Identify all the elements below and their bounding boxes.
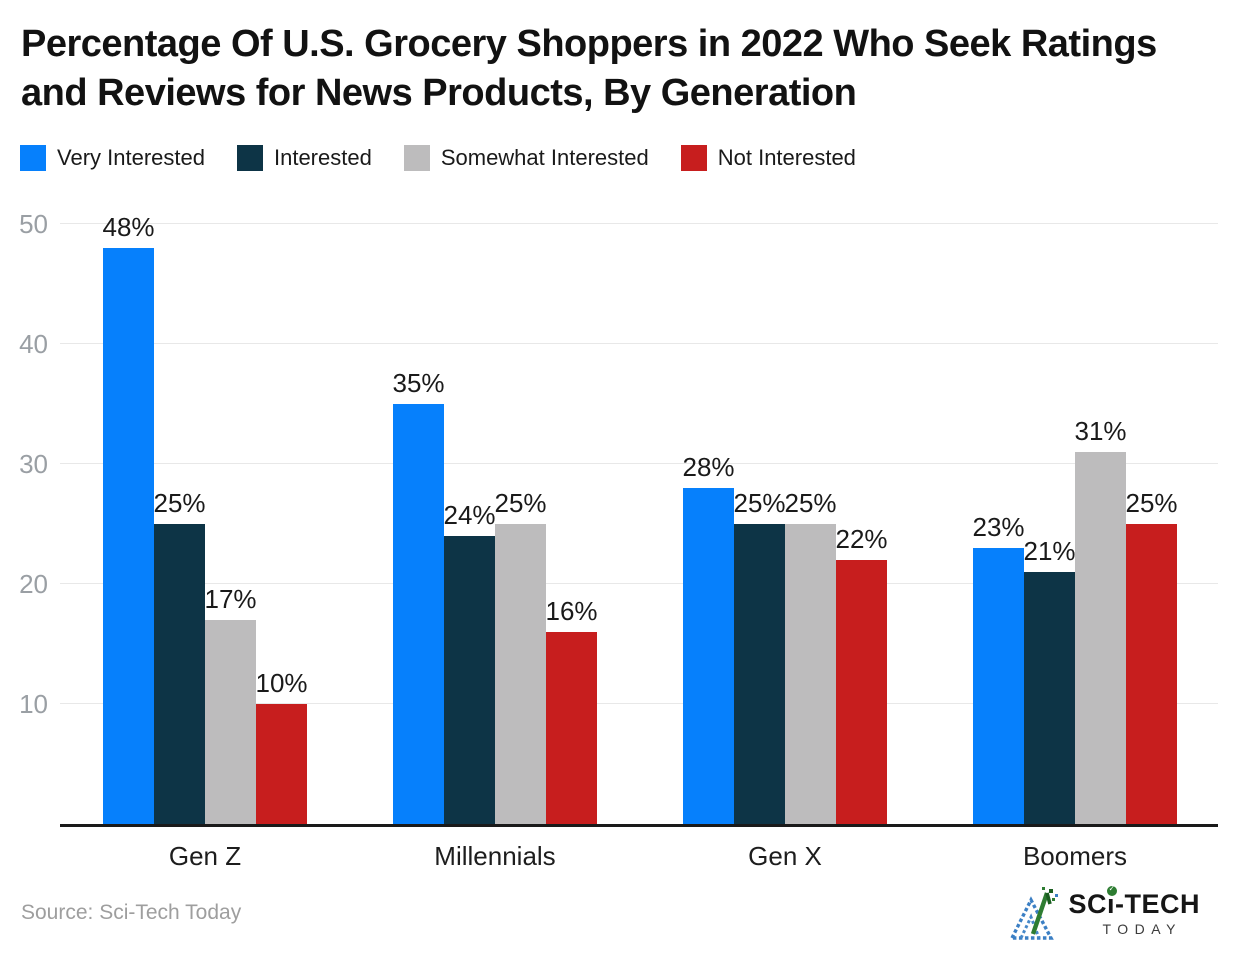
bar-value-label: 28%: [682, 451, 735, 482]
bar-column: 31%: [1074, 415, 1127, 824]
legend-label: Somewhat Interested: [440, 144, 649, 170]
gridline: [60, 582, 1218, 584]
bar-value-label: 25%: [494, 487, 547, 518]
legend-item-somewhat-interested: Somewhat Interested: [403, 144, 649, 171]
legend-label: Not Interested: [717, 144, 856, 170]
bar-value-label: 48%: [102, 211, 155, 242]
bar-value-label: 35%: [392, 367, 445, 398]
bar-value-label: 25%: [733, 487, 786, 518]
bar-column: 48%: [102, 211, 155, 824]
legend-swatch: [680, 144, 707, 171]
legend-swatch: [236, 144, 263, 171]
bar-groups: 48% 25% 17% 10% 35% 24% 25% 16% 28% 25% 25% 22% 23% 2…: [60, 212, 1218, 824]
footer: Source: Sci-Tech Today SCı-TECH TODAY: [21, 884, 1200, 942]
bar-column: 35%: [392, 367, 445, 824]
plot-area: 10 20 30 40 50 48% 25% 17% 10% 35% 24% 25% 16% 28% 25%…: [19, 207, 1218, 827]
gridline: [60, 462, 1218, 464]
bar-interested: [734, 523, 785, 824]
bar-column: 23%: [972, 511, 1025, 824]
bar-column: 28%: [682, 451, 735, 824]
bar-interested: [154, 523, 205, 824]
y-tick-label: 10: [19, 688, 48, 719]
bar-column: 25%: [1125, 487, 1178, 824]
bar-very-interested: [973, 547, 1024, 824]
bar-column: 25%: [494, 487, 547, 824]
bar-column: 21%: [1023, 535, 1076, 824]
page-title: Percentage Of U.S. Grocery Shoppers in 2…: [21, 23, 1157, 115]
x-axis-labels: Gen Z Millennials Gen X Boomers: [60, 841, 1218, 872]
bar-value-label: 23%: [972, 511, 1025, 542]
mountain-logo-icon: [1009, 887, 1059, 940]
legend-label: Very Interested: [57, 144, 205, 170]
bar-interested: [444, 535, 495, 824]
bar-value-label: 31%: [1074, 415, 1127, 446]
bar-value-label: 25%: [784, 487, 837, 518]
bar-column: 25%: [784, 487, 837, 824]
bar-very-interested: [103, 247, 154, 824]
chart-legend: Very Interested Interested Somewhat Intere…: [20, 144, 1240, 171]
bar-somewhat-interested: [1075, 451, 1126, 824]
source-attribution: Source: Sci-Tech Today: [21, 901, 242, 924]
bar-not-interested: [256, 703, 307, 824]
bar-column: 10%: [255, 667, 308, 824]
bar-value-label: 10%: [255, 667, 308, 698]
bar-value-label: 24%: [443, 499, 496, 530]
bar-not-interested: [546, 631, 597, 824]
bar-not-interested: [836, 559, 887, 824]
logo-check-dot: [1106, 885, 1117, 896]
bar-group-millennials: 35% 24% 25% 16%: [392, 367, 598, 824]
category-label: Boomers: [1022, 840, 1128, 871]
legend-item-interested: Interested: [236, 144, 372, 171]
gridline: [60, 222, 1218, 224]
y-tick-label: 40: [19, 328, 48, 359]
gridline: [60, 342, 1218, 344]
logo-text: SCı-TECH TODAY: [1068, 885, 1200, 937]
bar-somewhat-interested: [205, 619, 256, 824]
bar-column: 25%: [153, 487, 206, 824]
legend-swatch: [20, 144, 46, 171]
legend-item-not-interested: Not Interested: [680, 144, 856, 171]
logo-title: SCı-TECH: [1068, 885, 1200, 918]
bar-interested: [1024, 571, 1075, 824]
bar-group-boomers: 23% 21% 31% 25%: [972, 415, 1178, 824]
logo-subtitle: TODAY: [1102, 920, 1182, 937]
y-tick-label: 30: [19, 448, 48, 479]
bar-chart: 10 20 30 40 50 48% 25% 17% 10% 35% 24% 25% 16% 28% 25%…: [19, 207, 1218, 872]
bar-value-label: 21%: [1023, 535, 1076, 566]
legend-swatch: [403, 144, 430, 171]
bar-value-label: 16%: [545, 595, 598, 626]
sci-tech-today-logo: SCı-TECH TODAY: [1006, 884, 1200, 942]
bar-group-gen-x: 28% 25% 25% 22%: [682, 451, 888, 824]
bar-column: 16%: [545, 595, 598, 824]
bar-somewhat-interested: [495, 523, 546, 824]
bar-column: 17%: [204, 583, 257, 824]
legend-item-very-interested: Very Interested: [20, 144, 205, 171]
y-tick-label: 50: [19, 208, 48, 239]
bar-not-interested: [1126, 523, 1177, 824]
bar-value-label: 25%: [153, 487, 206, 518]
bar-very-interested: [683, 487, 734, 824]
category-label: Millennials: [434, 840, 556, 871]
bar-group-gen-z: 48% 25% 17% 10%: [102, 211, 308, 824]
bar-column: 22%: [835, 523, 888, 824]
bar-very-interested: [393, 403, 444, 824]
category-label: Gen X: [748, 840, 822, 871]
bar-column: 25%: [733, 487, 786, 824]
bar-value-label: 17%: [204, 583, 257, 614]
bar-value-label: 25%: [1125, 487, 1178, 518]
y-tick-label: 20: [19, 568, 48, 599]
legend-label: Interested: [273, 144, 372, 170]
bar-column: 24%: [443, 499, 496, 824]
gridline: [60, 702, 1218, 704]
category-label: Gen Z: [168, 840, 242, 871]
bar-value-label: 22%: [835, 523, 888, 554]
bar-somewhat-interested: [785, 523, 836, 824]
